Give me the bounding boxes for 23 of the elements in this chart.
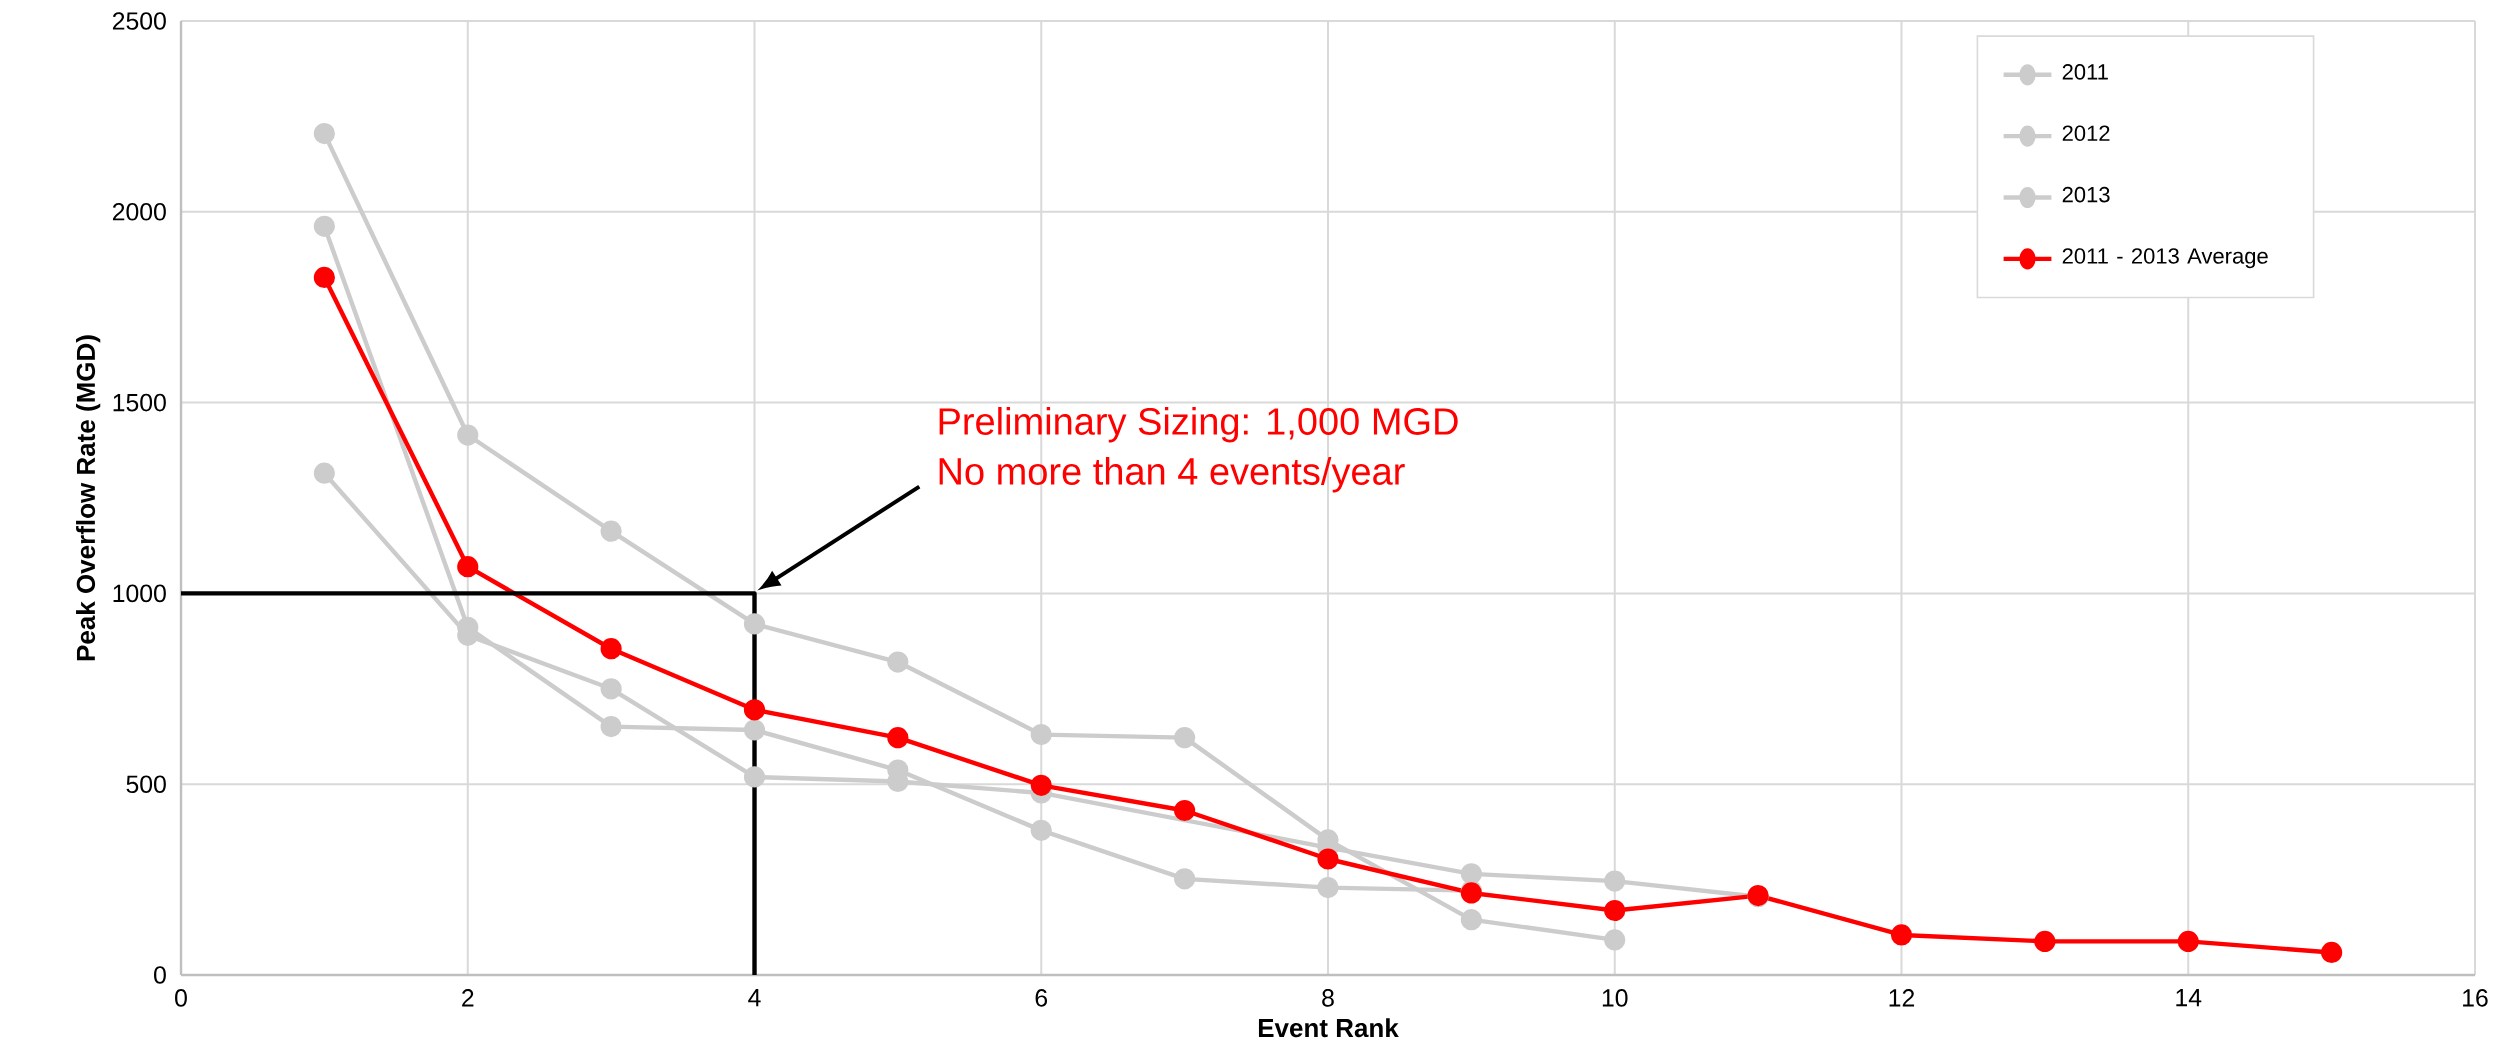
x-tick-label: 6	[1035, 989, 1048, 1007]
legend-label: 2012	[2062, 125, 2110, 142]
x-tick-label: 4	[748, 989, 761, 1007]
y-tick-label: 1500	[113, 393, 166, 412]
y-tick-label: 500	[126, 775, 166, 793]
legend-label: 2011	[2062, 64, 2108, 80]
annotation: Preliminary Sizing: 1,000 MGD	[939, 407, 1458, 443]
y-tick-label: 0	[154, 966, 166, 984]
annotation: No more than 4 events/year	[939, 456, 1405, 493]
y-tick-label: 2000	[112, 203, 166, 221]
x-tick-label: 8	[1322, 989, 1334, 1007]
y-tick-label: 1000	[113, 584, 166, 603]
legend-label: 2013	[2062, 186, 2110, 203]
legend-label: 2011 - 2013 Average	[2062, 248, 2268, 269]
x-tick-label: 10	[1602, 989, 1628, 1007]
x-axis-title: Event Rank	[1258, 1018, 1399, 1038]
x-tick-label: 12	[1889, 989, 1915, 1007]
x-tick-label: 2	[462, 989, 474, 1007]
x-tick-label: 14	[2176, 989, 2202, 1007]
y-tick-label: 2500	[112, 12, 166, 30]
y-axis-title: Peak Overflow Rate (MGD)	[76, 335, 101, 661]
x-tick-label: 0	[175, 989, 187, 1007]
x-tick-label: 16	[2463, 989, 2488, 1007]
